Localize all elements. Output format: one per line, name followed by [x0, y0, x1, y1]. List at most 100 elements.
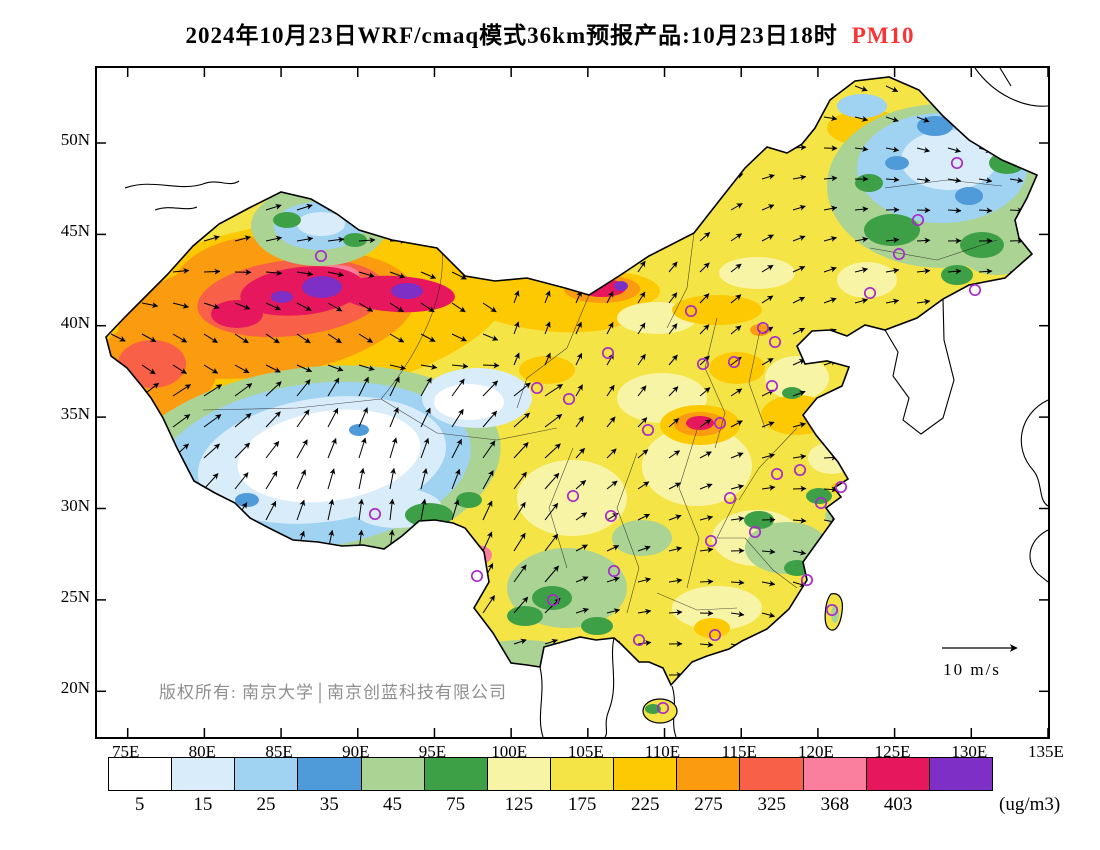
wind-arrow: [513, 596, 529, 614]
wind-arrow: [296, 641, 311, 648]
wind-arrow: [389, 407, 399, 428]
wind-arrow: [265, 441, 280, 459]
wind-arrow: [110, 470, 123, 490]
wind-arrow: [359, 705, 372, 706]
wind-arrow: [451, 561, 461, 583]
wind-arrow: [916, 550, 929, 558]
station-marker: [641, 423, 655, 437]
wind-arrow: [110, 301, 128, 308]
wind-arrow: [203, 414, 222, 428]
wind-arrow: [1009, 550, 1022, 559]
wind-arrow: [482, 172, 499, 180]
station-marker: [604, 509, 618, 523]
wind-arrow: [699, 81, 714, 88]
wind-arrow: [1010, 706, 1019, 715]
wind-arrow: [761, 234, 774, 242]
lon-tick-label: 100E: [491, 742, 528, 761]
wind-arrow: [265, 500, 277, 521]
wind-arrow: [296, 270, 314, 277]
wind-arrow: [978, 581, 990, 591]
wind-arrow: [544, 669, 558, 676]
wind-arrow: [978, 424, 993, 431]
station-marker: [601, 346, 615, 360]
wind-arrow: [141, 116, 156, 127]
station-marker: [770, 467, 784, 481]
wind-arrow: [234, 175, 252, 182]
wind-arrow: [947, 177, 962, 184]
wind-arrow: [110, 531, 121, 552]
wind-arrow: [668, 200, 679, 211]
wind-arrow: [916, 424, 931, 431]
wind-arrow: [637, 322, 646, 335]
wind-arrow: [234, 643, 248, 650]
colorbar-cell: [109, 758, 173, 790]
wind-arrow: [606, 291, 614, 304]
wind-arrow: [420, 271, 437, 279]
wind-arrow: [451, 116, 469, 123]
wind-arrow: [141, 502, 155, 521]
wind-arrow: [668, 231, 679, 242]
wind-arrow: [947, 612, 959, 623]
wind-arrow: [544, 321, 551, 335]
wind-arrow: [792, 549, 807, 556]
wind-arrow: [296, 409, 310, 428]
wind-arrow: [885, 643, 897, 653]
wind-arrow: [916, 146, 931, 153]
wind-arrow: [234, 333, 249, 344]
wind-arrow: [731, 706, 744, 709]
wind-arrow: [699, 578, 714, 585]
station-marker: [656, 701, 670, 715]
wind-arrow: [575, 607, 589, 614]
wind-arrow: [916, 643, 927, 654]
lon-tick-label: 110E: [644, 742, 681, 761]
wind-arrow: [358, 204, 375, 211]
colorbar-cell: [550, 758, 615, 790]
wind-arrow: [451, 408, 464, 428]
wind-arrow: [203, 473, 219, 490]
wind-arrow: [761, 674, 775, 681]
wind-arrow: [668, 111, 682, 118]
wind-arrow: [637, 449, 649, 459]
colorbar-tick-value: 125: [504, 794, 534, 815]
wind-arrow: [606, 384, 615, 397]
wind-arrow: [141, 442, 157, 459]
wind-arrow: [792, 485, 807, 492]
wind-arrow: [575, 670, 590, 677]
wind-arrow: [730, 263, 742, 273]
wind-arrow: [141, 85, 158, 94]
wind-arrow: [699, 262, 710, 273]
wind-arrow: [172, 364, 187, 375]
wind-arrow: [1041, 270, 1048, 272]
wind-arrow: [947, 488, 961, 495]
wind-arrow: [234, 302, 251, 310]
wind-arrow: [513, 471, 527, 490]
wind-arrow: [1009, 85, 1022, 93]
wind-arrow: [978, 299, 993, 306]
wind-arrow: [420, 302, 435, 313]
wind-arrow: [885, 237, 900, 244]
wind-arrow: [668, 514, 682, 521]
wind-arrow: [266, 706, 279, 709]
axis-tick-marks: [97, 68, 1048, 737]
wind-arrow: [792, 84, 807, 91]
lat-tick-label: 25N: [60, 586, 90, 606]
station-marker: [723, 491, 737, 505]
wind-arrow: [699, 111, 713, 118]
lon-tick-label: 75E: [111, 742, 140, 761]
wind-arrow: [265, 381, 282, 397]
station-marker: [684, 304, 698, 318]
wind-arrow: [947, 147, 961, 153]
wind-arrow: [637, 110, 650, 118]
wind-arrow: [544, 638, 558, 645]
wind-arrow: [699, 324, 710, 335]
wind-arrow: [545, 702, 557, 706]
wind-arrow: [482, 470, 494, 490]
wind-arrow: [296, 379, 311, 397]
wind-arrow: [420, 407, 431, 428]
wind-arrow: [978, 550, 991, 559]
wind-arrow: [420, 363, 438, 370]
lon-tick-label: 135E: [1028, 742, 1064, 761]
wind-arrow: [482, 333, 499, 341]
wind-arrow: [389, 271, 406, 279]
wind-arrow: [544, 533, 559, 552]
